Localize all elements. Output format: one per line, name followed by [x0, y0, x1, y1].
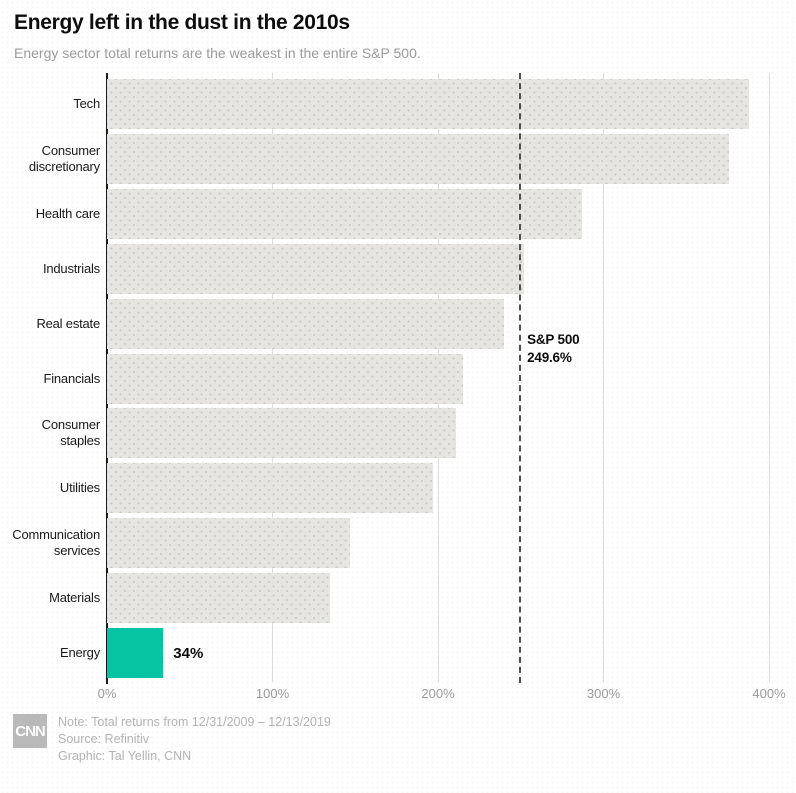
bar-row-label: Industrials: [42, 260, 100, 276]
gridline-300: [603, 73, 604, 682]
bar: [107, 573, 331, 624]
bar-row-label: Energy: [60, 645, 100, 660]
x-axis-tick-label: 100%: [255, 686, 290, 701]
bar: [107, 353, 463, 404]
bar-row-label: Utilities: [59, 480, 100, 496]
footer-source: Source: Refinitiv: [58, 732, 150, 746]
chart-title: Energy left in the dust in the 2010s: [14, 11, 350, 34]
highlight-bar: [107, 628, 164, 678]
bar-row-label: Real estate: [36, 315, 100, 331]
bar: [107, 408, 457, 459]
bar-value-label: 34%: [173, 644, 204, 662]
bar: [107, 298, 505, 349]
x-axis-tick-label: 300%: [586, 686, 621, 701]
sp500-annotation: S&P 500 249.6%: [527, 331, 580, 367]
bar-row-label: Financials: [43, 370, 100, 386]
bar: [107, 518, 351, 569]
bar-row-label: Health care: [35, 205, 100, 221]
x-axis-tick-label: 400%: [752, 686, 786, 701]
footer: CNN Note: Total returns from 12/31/2009 …: [13, 714, 331, 765]
footer-credit: Graphic: Tal Yellin, CNN: [58, 749, 192, 763]
chart-subtitle: Energy sector total returns are the weak…: [14, 45, 421, 61]
bar-row-label: Communication services: [12, 527, 100, 559]
bar-row-label: Consumer staples: [41, 417, 101, 449]
cnn-logo-text: CNN: [15, 722, 45, 740]
footer-note: Note: Total returns from 12/31/2009 – 12…: [58, 715, 331, 729]
bar-row-label: Materials: [49, 590, 100, 606]
sp500-annotation-value: 249.6%: [527, 350, 572, 365]
bar-row-label: Consumer discretionary: [28, 142, 100, 174]
bar: [107, 243, 525, 294]
x-axis-tick-label: 0%: [97, 686, 117, 701]
bar: [107, 188, 582, 239]
bar: [107, 133, 730, 184]
reference-line: [519, 73, 522, 683]
gridline-400: [768, 73, 770, 682]
bar: [107, 463, 434, 514]
x-axis-tick-label: 200%: [421, 686, 455, 701]
cnn-logo: CNN: [13, 714, 47, 748]
y-axis-line: [106, 73, 108, 684]
sp500-annotation-name: S&P 500: [527, 332, 580, 347]
bar: [107, 79, 750, 129]
bar-row-label: Tech: [73, 96, 100, 111]
bar-chart: S&P 500 249.6% 0% 100% 200% 300% 400% Tech Con…: [12, 73, 786, 701]
footer-credits: Note: Total returns from 12/31/2009 – 12…: [58, 714, 331, 765]
